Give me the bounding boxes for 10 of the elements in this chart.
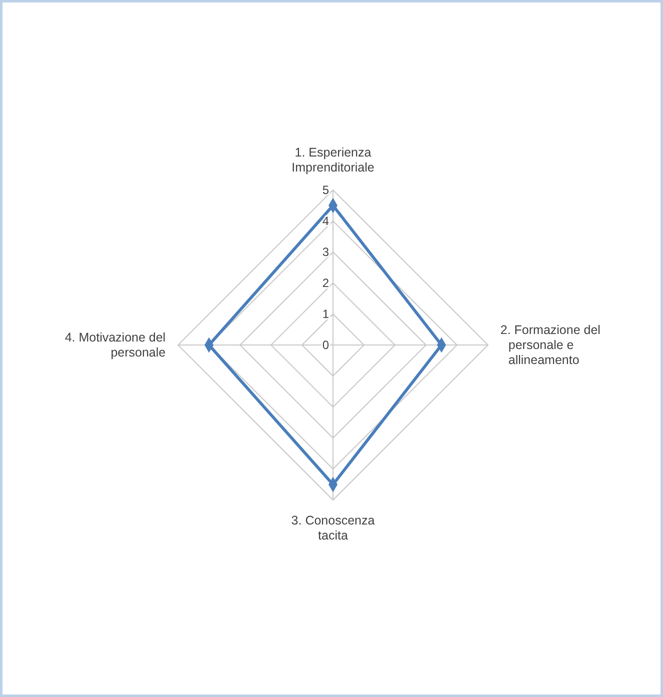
y-tick-label: 1 xyxy=(322,307,330,321)
spoke-label: 3. Conoscenza tacita xyxy=(291,513,375,542)
spoke-label: 1. Esperienza Imprenditoriale xyxy=(292,146,374,175)
spoke-label: 2. Formazione del personale e allineamento xyxy=(500,323,600,367)
y-tick-label: 4 xyxy=(322,214,330,228)
y-tick-label: 0 xyxy=(322,338,330,352)
y-tick-label: 2 xyxy=(322,276,330,290)
spoke-label: 4. Motivazione del personale xyxy=(64,330,166,360)
y-tick-label: 5 xyxy=(322,183,330,197)
y-tick-label: 3 xyxy=(322,245,330,259)
